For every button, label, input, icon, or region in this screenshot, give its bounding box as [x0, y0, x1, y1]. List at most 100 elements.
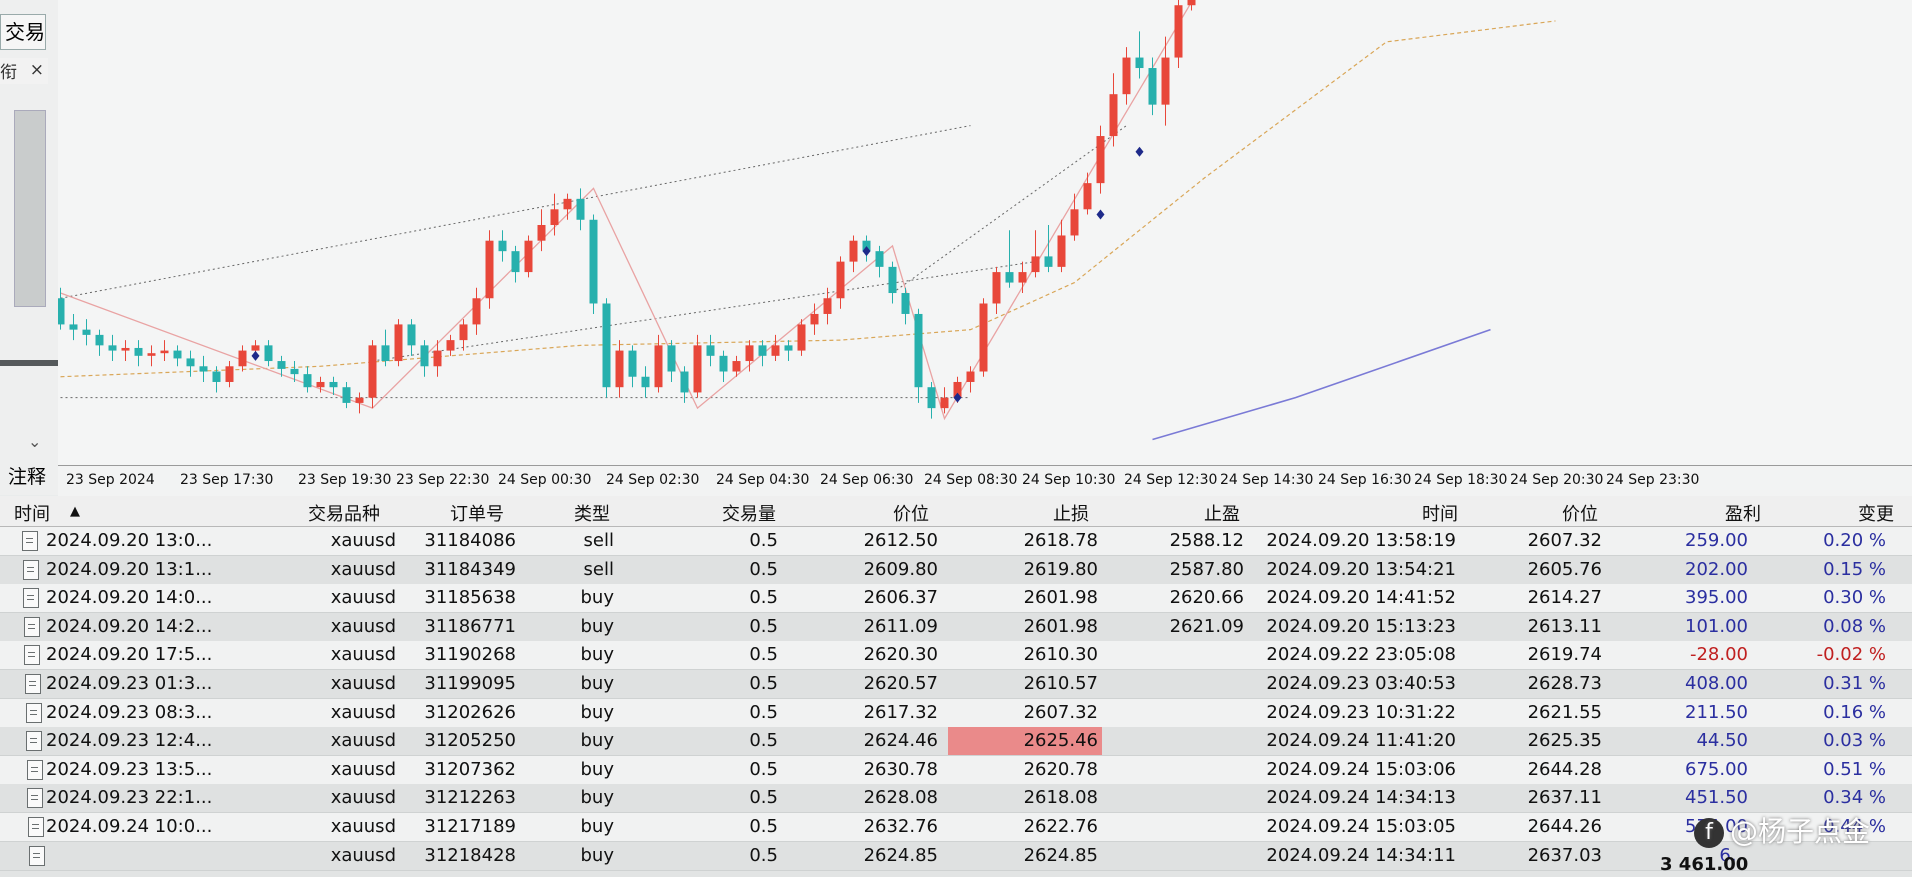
time-tick-label: 24 Sep 12:30	[1124, 472, 1218, 488]
candle-body	[212, 371, 221, 382]
cell-change: -0.02 %	[1816, 644, 1886, 666]
cell-profit: 6...	[1719, 844, 1748, 866]
cell-close-price: 2621.55	[1527, 701, 1602, 723]
table-row[interactable]: 2024.09.24 10:0... xauusd 31217189 buy 0.5 26…	[0, 813, 1912, 842]
moving-average-slow	[1152, 328, 1491, 441]
cell-change: 0.44 %	[1823, 816, 1886, 837]
col-take-profit[interactable]: 止盈	[1204, 504, 1240, 525]
cell-profit: 395.00	[1685, 587, 1748, 609]
order-document-icon	[23, 588, 40, 609]
channel-line	[372, 261, 1036, 362]
cell-tp: 2620.66	[1169, 587, 1244, 609]
cell-symbol: xauusd	[330, 816, 396, 837]
col-type[interactable]: 类型	[574, 504, 610, 525]
candle-body	[446, 340, 455, 351]
candle-body	[875, 251, 884, 267]
cell-order: 31205250	[424, 730, 516, 752]
watermark-text: @杨子点金	[1730, 815, 1871, 848]
panel-splitter[interactable]	[0, 360, 58, 366]
order-document-icon	[22, 559, 39, 580]
cell-profit: 408.00	[1685, 673, 1748, 694]
candle-body	[173, 350, 182, 359]
cell-price: 2632.76	[863, 816, 938, 837]
cell-order: 31218428	[424, 844, 516, 866]
price-chart[interactable]	[58, 0, 1912, 465]
table-row[interactable]: 2024.09.20 13:0... xauusd 31184086 sell 0.5 2…	[0, 527, 1912, 556]
cell-profit: 259.00	[1685, 530, 1748, 551]
candle-body	[1135, 57, 1144, 69]
col-volume[interactable]: 交易量	[722, 504, 776, 525]
facebook-icon: f	[1694, 818, 1724, 848]
candle-body	[394, 324, 403, 362]
candle-body	[485, 240, 494, 299]
candle-body	[992, 272, 1001, 304]
candle-body	[810, 313, 819, 325]
table-row[interactable]: 2024.09.23 08:3... xauusd 31202626 buy 0.5 26…	[0, 698, 1912, 728]
candle-body	[511, 251, 520, 273]
cell-symbol: xauusd	[330, 644, 396, 666]
table-row[interactable]: 2024.09.23 01:3... xauusd 31199095 buy 0.5 26…	[0, 670, 1912, 699]
col-open-time[interactable]: 时间	[14, 504, 50, 525]
candle-body	[459, 324, 468, 341]
col-close-time[interactable]: 时间	[1422, 504, 1458, 525]
table-row[interactable]: 2024.09.23 22:1... xauusd 31212263 buy 0.5 26…	[0, 784, 1912, 814]
candlestick-chart[interactable]	[58, 0, 1912, 465]
table-row[interactable]: 2024.09.20 17:5... xauusd 31190268 buy 0.5 26…	[0, 641, 1912, 671]
chevron-down-icon[interactable]: ⌄	[28, 432, 42, 451]
col-symbol[interactable]: 交易品种	[308, 504, 380, 525]
candle-body	[654, 345, 663, 388]
cell-order: 31202626	[424, 701, 516, 723]
candle-body	[784, 345, 793, 351]
panel-scrollbar[interactable]	[14, 110, 46, 307]
col-profit[interactable]: 盈利	[1725, 504, 1761, 525]
table-row[interactable]: xauusd 31218428 buy 0.5 2624.85 2624.85 2024.0…	[0, 841, 1912, 871]
cell-close-time: 2024.09.24 15:03:05	[1266, 816, 1456, 837]
panel-subheader: 衔 ×	[0, 58, 48, 84]
cell-close-time: 2024.09.20 13:58:19	[1266, 530, 1456, 551]
cell-open-time: 2024.09.20 13:0...	[46, 530, 213, 551]
col-price[interactable]: 价位	[893, 504, 929, 525]
cell-change: 0.34 %	[1823, 787, 1886, 809]
close-icon[interactable]: ×	[29, 60, 44, 80]
col-change[interactable]: 变更	[1858, 504, 1894, 525]
watermark: f @杨子点金	[1694, 810, 1870, 850]
col-order-number[interactable]: 订单号	[450, 504, 504, 525]
candle-body	[329, 381, 338, 388]
cell-close-time: 2024.09.24 15:03:06	[1266, 758, 1456, 780]
cell-close-price: 2644.26	[1527, 816, 1602, 837]
candle-body	[927, 387, 936, 409]
table-row[interactable]: 2024.09.20 14:2... xauusd 31186771 buy 0.5 26…	[0, 612, 1912, 642]
cell-open-time: 2024.09.20 14:0...	[46, 587, 213, 609]
candle-body	[1031, 256, 1040, 273]
trade-tab[interactable]: 交易	[0, 14, 46, 50]
candle-body	[472, 298, 481, 325]
cell-volume: 0.5	[749, 673, 778, 694]
cell-sl: 2610.30	[1023, 644, 1098, 666]
cell-volume: 0.5	[749, 587, 778, 609]
cell-type: buy	[580, 758, 615, 780]
table-row[interactable]: 2024.09.23 13:5... xauusd 31207362 buy 0.5 26…	[0, 755, 1912, 785]
candle-body	[602, 303, 611, 388]
col-stop-loss[interactable]: 止损	[1053, 504, 1089, 525]
table-row[interactable]: 2024.09.20 14:0... xauusd 31185638 buy 0.5 26…	[0, 584, 1912, 614]
notes-tab[interactable]: 注释	[8, 466, 47, 488]
time-tick-label: 23 Sep 19:30	[298, 472, 392, 488]
order-document-icon	[22, 531, 38, 551]
table-row[interactable]: 2024.09.20 13:1... xauusd 31184349 sell 0.5 2…	[0, 555, 1912, 585]
candle-body	[966, 371, 975, 382]
cell-sl: 2619.80	[1023, 558, 1098, 580]
cell-change: 0.51 %	[1823, 758, 1886, 780]
cell-type: sell	[583, 530, 614, 551]
cell-type: buy	[580, 730, 615, 752]
col-close-price[interactable]: 价位	[1562, 504, 1598, 525]
table-row[interactable]: 2024.09.23 12:4... xauusd 31205250 buy 0.5 26…	[0, 727, 1912, 757]
trade-marker	[1096, 209, 1105, 220]
cell-sl: 2618.78	[1023, 530, 1098, 551]
candle-body	[888, 266, 897, 294]
candle-body	[147, 353, 156, 356]
channel-line	[60, 125, 971, 299]
candle-body	[420, 345, 429, 367]
cell-symbol: xauusd	[330, 558, 396, 580]
candle-body	[303, 374, 312, 388]
time-tick-label: 24 Sep 23:30	[1606, 472, 1700, 488]
